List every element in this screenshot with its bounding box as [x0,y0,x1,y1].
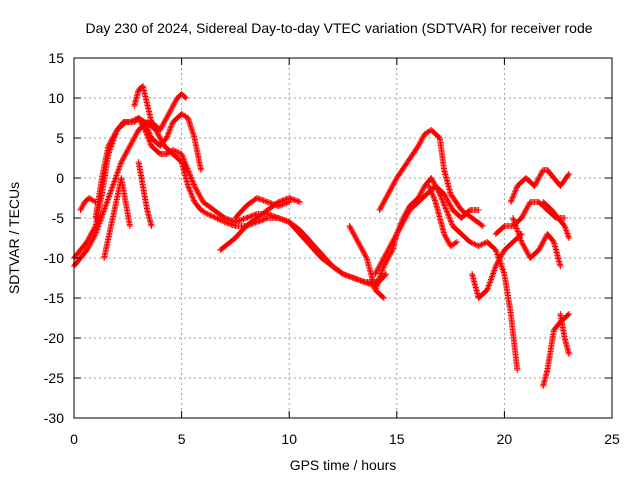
axis-ticks [73,57,613,419]
series-arc13 [376,127,486,229]
y-tick-label: 10 [48,90,64,106]
series-arc14 [426,183,461,249]
marker-path [426,183,461,249]
x-axis-label: GPS time / hours [290,457,397,473]
marker-path [135,159,155,229]
series-arc21 [557,311,572,357]
marker-path [217,195,303,253]
marker-path [376,127,486,229]
x-tick-label: 0 [70,431,78,447]
grid-lines [74,58,612,418]
series-arc8 [217,195,303,253]
series-arc15 [469,231,525,301]
data-markers [71,83,572,389]
y-tick-label: 5 [56,130,64,146]
series-arc9 [232,195,293,221]
marker-path [131,83,189,133]
chart-title: Day 230 of 2024, Sidereal Day-to-day VTE… [85,20,592,36]
y-axis-label: SDTVAR / TECUs [6,182,22,294]
series-arc4 [131,83,189,133]
series-arc7 [135,159,155,229]
series-arc6 [101,175,133,261]
marker-path [469,231,525,301]
series-arc18 [540,199,572,241]
marker-path [77,195,99,213]
x-tick-label: 15 [389,431,405,447]
x-tick-labels: 0 5 10 15 20 25 [70,431,620,447]
marker-path [557,311,572,357]
series-arc3 [92,111,204,221]
marker-path [510,215,564,269]
series-arc5 [77,195,99,213]
marker-path [540,199,572,241]
y-tick-label: -20 [44,330,64,346]
x-tick-label: 25 [604,431,620,447]
series-arc11 [372,175,521,373]
marker-path [101,175,133,261]
series-arc16 [507,167,572,205]
marker-path [232,195,293,221]
y-tick-label: 0 [56,170,64,186]
marker-path [92,111,204,221]
y-tick-label: -10 [44,250,64,266]
series-arc19 [510,215,564,269]
plot-frame [73,57,613,419]
x-tick-label: 5 [178,431,186,447]
x-tick-label: 20 [497,431,513,447]
marker-path [372,175,521,373]
marker-path [372,183,482,277]
y-tick-label: -15 [44,290,64,306]
y-tick-label: -5 [52,210,65,226]
series-arc12 [372,183,482,277]
y-tick-label: -30 [44,410,64,426]
y-tick-labels: -30 -25 -20 -15 -10 -5 0 5 10 15 [44,50,64,426]
x-tick-label: 10 [281,431,297,447]
y-tick-label: 15 [48,50,64,66]
marker-path [507,167,572,205]
y-tick-label: -25 [44,370,64,386]
